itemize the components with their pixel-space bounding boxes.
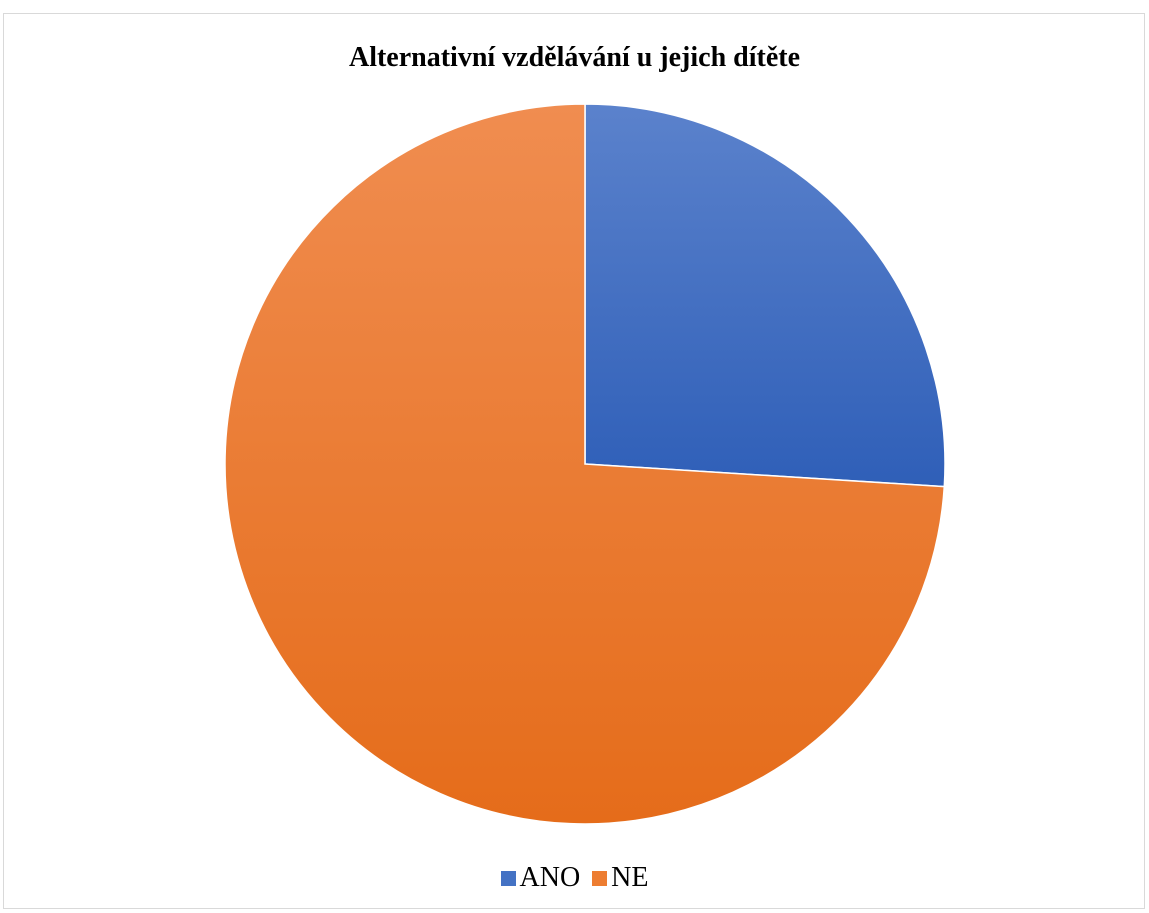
legend-label-ne: NE [611, 862, 649, 893]
legend-swatch-ano [500, 870, 516, 886]
legend-item-ne: NE [592, 862, 649, 894]
legend-item-ano: ANO [500, 862, 581, 894]
legend: ANO NE [0, 862, 1149, 894]
chart-title: Alternativní vzdělávání u jejich dítěte [348, 42, 801, 73]
legend-swatch-ne [592, 870, 608, 886]
legend-label-ano: ANO [519, 862, 581, 893]
pie-slice-ano [584, 103, 946, 488]
pie-slice-ne [224, 103, 946, 825]
